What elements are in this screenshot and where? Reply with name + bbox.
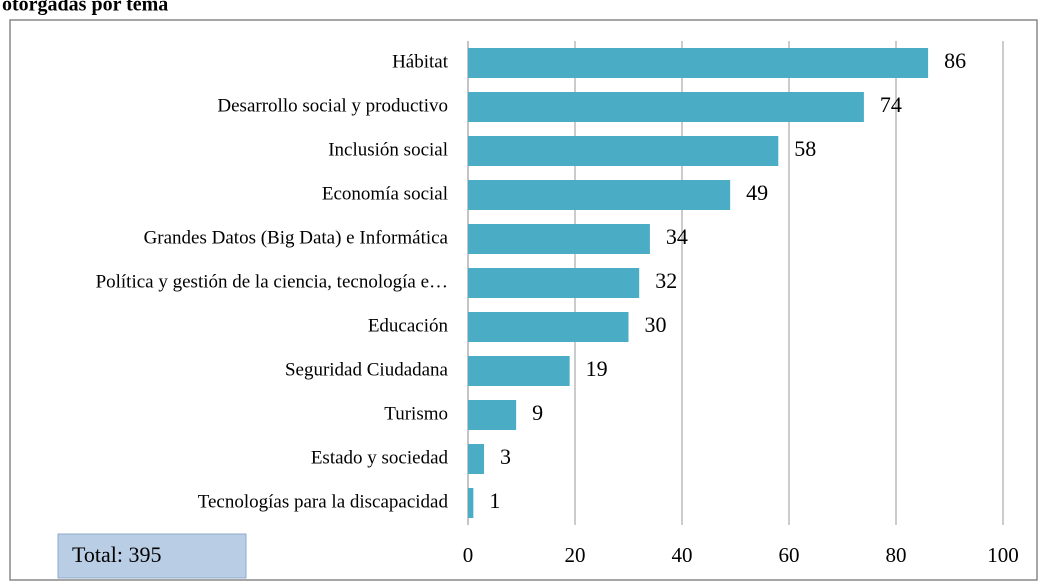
y-tick-label: Política y gestión de la ciencia, tecnol… bbox=[96, 271, 448, 292]
x-tick-label: 100 bbox=[987, 543, 1019, 567]
bar bbox=[468, 92, 864, 122]
total-box bbox=[57, 533, 247, 579]
y-tick-label: Estado y sociedad bbox=[311, 447, 449, 468]
bar bbox=[468, 180, 731, 210]
x-tick-label: 60 bbox=[779, 543, 800, 567]
value-label: 32 bbox=[655, 268, 677, 293]
y-tick-label: Turismo bbox=[384, 403, 448, 424]
value-label: 58 bbox=[794, 136, 816, 161]
y-tick-label: Inclusión social bbox=[328, 139, 448, 160]
bar bbox=[468, 312, 629, 342]
chart-title: otorgadas por tema bbox=[2, 0, 168, 16]
value-label: 3 bbox=[500, 444, 511, 469]
y-tick-label: Hábitat bbox=[392, 51, 449, 72]
value-label: 1 bbox=[489, 488, 500, 513]
bar bbox=[468, 48, 929, 78]
value-label: 30 bbox=[645, 312, 667, 337]
y-tick-label: Seguridad Ciudadana bbox=[285, 359, 449, 380]
value-label: 34 bbox=[666, 224, 688, 249]
bar bbox=[468, 136, 779, 166]
bar bbox=[468, 400, 517, 430]
y-tick-label: Economía social bbox=[322, 183, 448, 204]
value-label: 19 bbox=[586, 356, 608, 381]
x-tick-label: 40 bbox=[672, 543, 693, 567]
bar bbox=[468, 488, 474, 518]
x-tick-label: 80 bbox=[886, 543, 907, 567]
x-tick-label: 0 bbox=[463, 543, 474, 567]
value-label: 74 bbox=[880, 92, 902, 117]
value-label: 9 bbox=[532, 400, 543, 425]
bar bbox=[468, 268, 640, 298]
y-tick-label: Tecnologías para la discapacidad bbox=[198, 491, 449, 512]
annotation: Total: 395 bbox=[72, 542, 162, 567]
bar bbox=[468, 356, 570, 386]
bar bbox=[468, 444, 485, 474]
value-label: 49 bbox=[746, 180, 768, 205]
x-tick-label: 20 bbox=[565, 543, 586, 567]
y-tick-label: Educación bbox=[368, 315, 449, 336]
bar bbox=[468, 224, 650, 254]
value-label: 86 bbox=[944, 48, 966, 73]
y-tick-label: Desarrollo social y productivo bbox=[217, 95, 448, 116]
y-tick-label: Grandes Datos (Big Data) e Informática bbox=[144, 227, 449, 248]
